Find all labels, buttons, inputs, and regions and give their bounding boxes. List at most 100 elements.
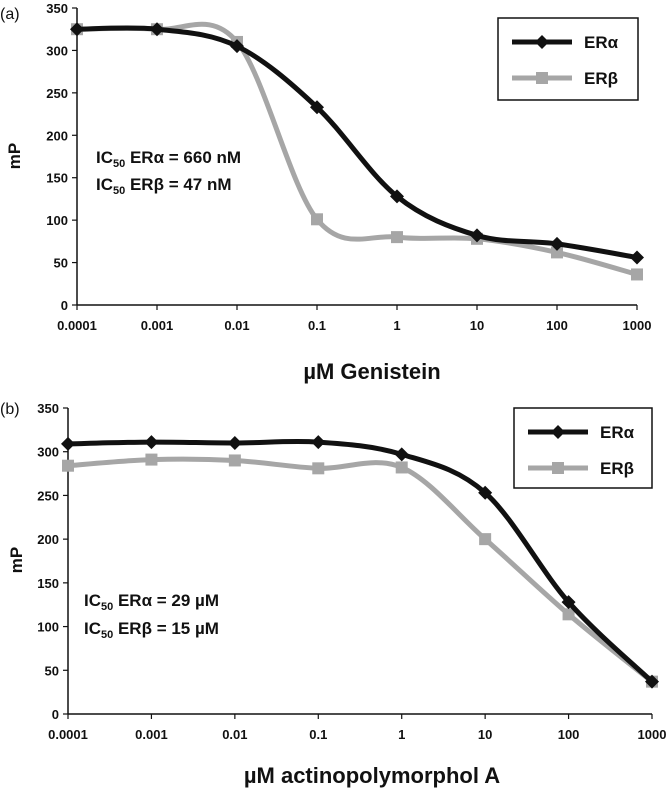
ic50-annotation: IC50 ERβ = 47 nM (96, 175, 232, 197)
data-point-er-alpha (227, 435, 242, 450)
ic50-annotation: IC50 ERα = 29 µM (84, 591, 219, 613)
data-point-er-beta (311, 213, 323, 226)
series-line-er-alpha (74, 25, 640, 260)
ic50-value: ERβ = 47 nM (125, 175, 231, 194)
y-tick-label: 50 (45, 663, 59, 678)
data-point-er-alpha (390, 189, 404, 204)
x-tick-label: 10 (478, 727, 492, 742)
series-line-er-beta (74, 21, 640, 277)
x-tick-label: 1 (398, 727, 405, 742)
x-tick-label: 1000 (638, 727, 667, 742)
y-tick-label: 300 (37, 445, 59, 460)
data-point-er-alpha (310, 100, 324, 115)
x-tick-label: 0.1 (309, 727, 327, 742)
x-tick-label: 10 (470, 318, 484, 333)
x-tick-label: 1 (393, 318, 400, 333)
data-point-er-beta (479, 533, 492, 546)
x-tick-label: 0.1 (308, 318, 326, 333)
x-tick-label: 100 (546, 318, 568, 333)
legend: ERα ERβ (497, 17, 639, 101)
data-point-er-alpha (561, 595, 576, 610)
x-axis-label: µM Genistein (303, 359, 440, 384)
y-axis-label: mP (5, 143, 24, 169)
series-line-er-alpha (65, 438, 655, 685)
x-tick-label: 1000 (623, 318, 652, 333)
ic50-prefix: IC (84, 591, 101, 610)
data-point-er-alpha (61, 436, 75, 451)
y-tick-label: 100 (46, 213, 68, 228)
ic50-value: ERα = 29 µM (113, 591, 219, 610)
ic50-annotation: IC50 ERβ = 15 µM (84, 619, 219, 641)
data-point-er-alpha (144, 435, 159, 450)
x-tick-label: 0.0001 (57, 318, 97, 333)
series-line-er-beta (65, 456, 655, 685)
legend-marker-square (552, 462, 564, 474)
panel-label: (a) (0, 6, 20, 23)
y-tick-label: 150 (46, 171, 68, 186)
data-point-er-alpha (70, 22, 84, 37)
data-point-er-beta (551, 246, 563, 259)
ic50-prefix: IC (96, 148, 113, 167)
y-tick-label: 100 (37, 620, 59, 635)
data-point-er-alpha (470, 228, 484, 243)
y-tick-label: 200 (46, 128, 68, 143)
ic50-subscript: 50 (113, 185, 125, 197)
ic50-subscript: 50 (101, 601, 113, 613)
y-tick-label: 350 (46, 1, 68, 16)
legend-label: ERβ (600, 459, 634, 478)
data-point-er-alpha (630, 250, 644, 265)
legend-box (513, 407, 653, 489)
ic50-value: ERβ = 15 µM (113, 619, 219, 638)
x-tick-label: 0.001 (141, 318, 174, 333)
y-tick-label: 0 (61, 298, 68, 313)
ic50-value: ERα = 660 nM (125, 148, 241, 167)
data-point-er-beta (62, 459, 74, 472)
y-tick-label: 50 (54, 256, 68, 271)
y-tick-label: 0 (52, 707, 59, 722)
y-axis-label: mP (7, 547, 26, 573)
data-point-er-alpha (550, 236, 564, 251)
x-tick-label: 0.0001 (48, 727, 88, 742)
ic50-subscript: 50 (101, 629, 113, 641)
x-axis-label: µM actinopolymorphol A (244, 763, 500, 788)
data-point-er-alpha (645, 674, 659, 689)
data-point-er-beta (562, 608, 575, 621)
data-point-er-beta (391, 231, 403, 244)
ic50-annotation: IC50 ERα = 660 nM (96, 148, 241, 170)
data-point-er-alpha (230, 39, 244, 54)
ic50-subscript: 50 (113, 158, 125, 170)
y-tick-label: 250 (37, 488, 59, 503)
ic50-prefix: IC (84, 619, 101, 638)
data-point-er-beta (228, 454, 241, 467)
legend: ERα ERβ (513, 407, 653, 489)
data-point-er-alpha (150, 22, 164, 37)
data-point-er-alpha (311, 435, 326, 450)
y-tick-label: 150 (37, 576, 59, 591)
y-tick-label: 350 (37, 401, 59, 416)
panel-label: (b) (0, 401, 20, 418)
x-tick-label: 100 (558, 727, 580, 742)
data-point-er-beta (312, 462, 325, 475)
legend-marker-diamond (535, 35, 549, 49)
legend-label: ERβ (584, 69, 618, 88)
y-tick-label: 300 (46, 43, 68, 58)
x-tick-label: 0.01 (222, 727, 247, 742)
y-tick-label: 200 (37, 532, 59, 547)
x-tick-label: 0.01 (224, 318, 249, 333)
legend-label: ERα (584, 33, 619, 52)
data-point-er-alpha (394, 447, 409, 462)
data-point-er-beta (145, 453, 158, 466)
data-point-er-beta (395, 461, 408, 474)
legend-marker-square (536, 72, 548, 84)
data-point-er-alpha (478, 485, 493, 500)
x-tick-label: 0.001 (135, 727, 168, 742)
legend-box (497, 17, 639, 101)
ic50-prefix: IC (96, 175, 113, 194)
legend-label: ERα (600, 423, 635, 442)
y-tick-label: 250 (46, 86, 68, 101)
data-point-er-beta (631, 268, 643, 281)
legend-marker-diamond (551, 425, 565, 439)
